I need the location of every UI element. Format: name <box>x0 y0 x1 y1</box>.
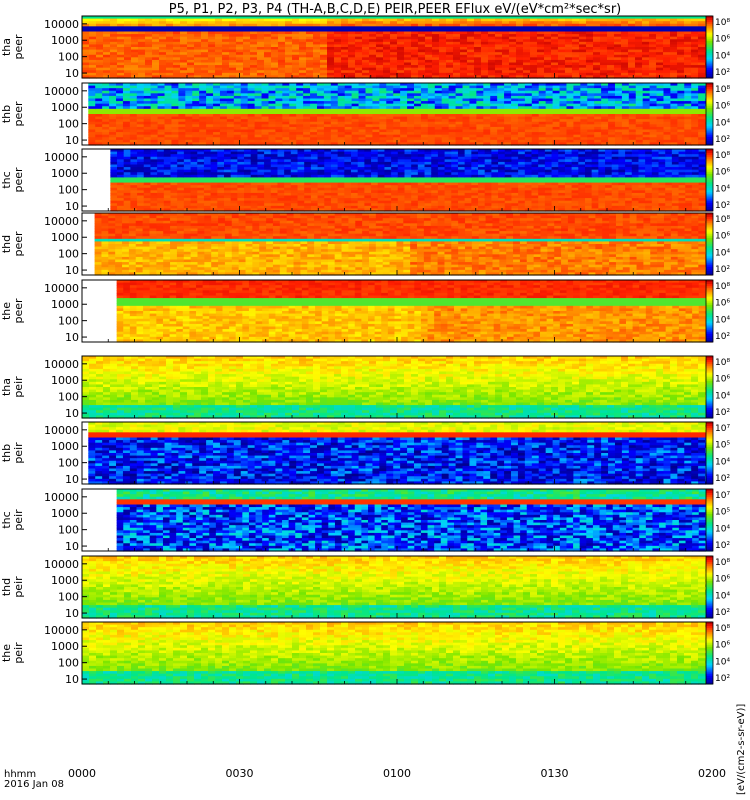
panel-ylabel: peer <box>12 34 25 60</box>
y-tick-label: 10 <box>65 67 79 80</box>
colorbar-1: 10⁸ 10⁶ 10⁴ 10² <box>706 83 730 146</box>
colorbar-tick-label: 10² <box>715 68 730 78</box>
y-tick-label: 1000 <box>51 34 79 47</box>
colorbar-tick-label: 10⁸ <box>715 85 730 95</box>
colorbar-tick-label: 10⁴ <box>715 118 730 128</box>
colorbar-tick-label: 10² <box>715 135 730 145</box>
panel-ylabel: peer <box>12 101 25 127</box>
colorbar-tick-label: 10⁶ <box>715 35 730 45</box>
colorbar-tick-label: 10⁴ <box>715 51 730 61</box>
y-tick-label: 1000 <box>51 101 79 114</box>
y-tick-label: 100 <box>58 118 79 131</box>
y-tick-label: 10 <box>65 134 79 147</box>
y-tick-label: 10000 <box>44 85 79 98</box>
colorbar-tick-label: 10⁶ <box>715 102 730 112</box>
y-tick-label: 10000 <box>44 18 79 31</box>
colorbar-0: 10⁸ 10⁶ 10⁴ 10² <box>706 16 730 79</box>
y-tick-label: 100 <box>58 51 79 64</box>
colorbar-tick-label: 10⁸ <box>715 18 730 28</box>
spectrogram-panel-2: 10100100010000thc peer <box>0 149 713 213</box>
